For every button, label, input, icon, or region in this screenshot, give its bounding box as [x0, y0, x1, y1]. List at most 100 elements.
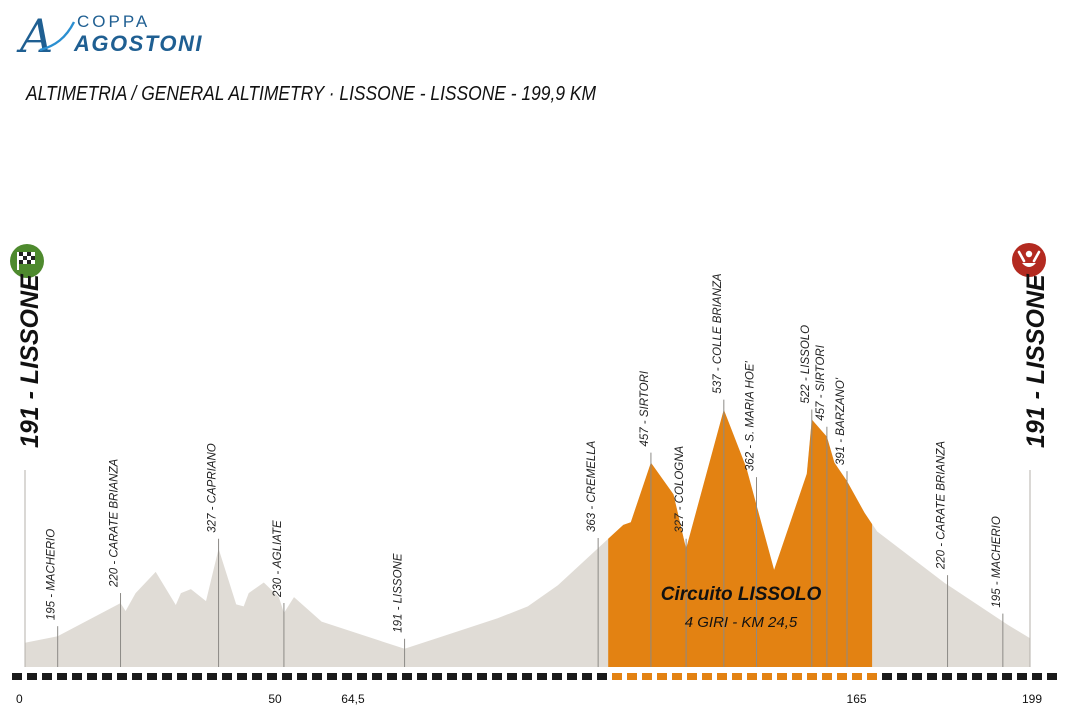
distance-bar-segment — [1002, 673, 1012, 680]
location-label: 457 - SIRTORI — [815, 344, 827, 420]
finish-arms-raised-icon — [1012, 243, 1046, 277]
tick-label: 0 — [16, 692, 23, 706]
distance-bar-segment — [312, 673, 322, 680]
distance-bar-segment — [567, 673, 577, 680]
location-label: 522 - LISSOLO — [800, 325, 812, 404]
tick-label: 64,5 — [341, 692, 365, 706]
distance-bar-segment — [57, 673, 67, 680]
distance-bar-segment — [357, 673, 367, 680]
distance-bar-segment — [147, 673, 157, 680]
distance-bar-segment — [957, 673, 967, 680]
distance-bar-segment — [867, 673, 877, 680]
logo-swoosh — [39, 21, 76, 52]
tick-label: 165 — [847, 692, 867, 706]
logo-mark: A — [16, 9, 53, 63]
location-label: 220 - CARATE BRIANZA — [936, 441, 948, 571]
distance-bar-segment — [537, 673, 547, 680]
distance-bar-segment — [927, 673, 937, 680]
distance-bar-segment — [1032, 673, 1042, 680]
distance-bar-segment — [672, 673, 682, 680]
distance-bar-segment — [417, 673, 427, 680]
distance-bar-segment — [222, 673, 232, 680]
distance-bar-segment — [837, 673, 847, 680]
distance-bar-segment — [492, 673, 502, 680]
location-label: 327 - COLOGNA — [674, 445, 686, 532]
distance-bar-segment — [747, 673, 757, 680]
location-label: 391 - BARZANO' — [835, 377, 847, 465]
distance-bar-segment — [117, 673, 127, 680]
distance-bar-segment — [207, 673, 217, 680]
distance-bar-segment — [792, 673, 802, 680]
distance-bar-segment — [552, 673, 562, 680]
distance-bar-segment — [612, 673, 622, 680]
distance-bar-segment — [297, 673, 307, 680]
distance-bar-segment — [942, 673, 952, 680]
distance-bar-segment — [507, 673, 517, 680]
location-label: 363 - CREMELLA — [586, 440, 598, 532]
distance-bar-segment — [597, 673, 607, 680]
page-title: ALTIMETRIA / GENERAL ALTIMETRY · LISSONE… — [25, 83, 596, 105]
distance-bar-segment — [477, 673, 487, 680]
distance-bar-segment — [702, 673, 712, 680]
location-label: 195 - MACHERIO — [46, 529, 58, 620]
distance-bar-segment — [462, 673, 472, 680]
circuit-laps: 4 GIRI - KM 24,5 — [685, 614, 798, 631]
tick-label: 50 — [268, 692, 282, 706]
distance-bar-segment — [192, 673, 202, 680]
start-marker: 191 - LISSONE — [10, 244, 44, 448]
distance-bar-segment — [42, 673, 52, 680]
distance-bar-segment — [342, 673, 352, 680]
distance-bar-segment — [777, 673, 787, 680]
distance-bar-segment — [237, 673, 247, 680]
distance-bar-segment — [252, 673, 262, 680]
distance-bar-segment — [852, 673, 862, 680]
tick-label: 199 — [1022, 692, 1042, 706]
location-label: 362 - S. MARIA HOE' — [745, 361, 757, 472]
distance-bar-segment — [402, 673, 412, 680]
circuit-area — [608, 409, 873, 667]
start-label: 191 - LISSONE — [16, 273, 44, 448]
distance-bar-segment — [972, 673, 982, 680]
distance-bar-segment — [987, 673, 997, 680]
location-label: 195 - MACHERIO — [991, 516, 1003, 607]
distance-bar-segment — [282, 673, 292, 680]
terrain-area — [25, 409, 1030, 667]
distance-bar-segment — [732, 673, 742, 680]
distance-bar-segment — [177, 673, 187, 680]
distance-bar-segment — [1017, 673, 1027, 680]
location-label: 457 - SIRTORI — [639, 370, 651, 446]
distance-bar-segment — [522, 673, 532, 680]
circuit-name: Circuito LISSOLO — [661, 584, 822, 605]
distance-bar-segment — [822, 673, 832, 680]
distance-bar-segment — [627, 673, 637, 680]
distance-bar-segment — [1047, 673, 1057, 680]
distance-bar-segment — [642, 673, 652, 680]
distance-bar-segment — [87, 673, 97, 680]
distance-bar — [10, 673, 1057, 680]
distance-bar-segment — [432, 673, 442, 680]
finish-marker: 191 - LISSONE — [1012, 243, 1050, 448]
distance-bar-segment — [762, 673, 772, 680]
distance-bar-segment — [132, 673, 142, 680]
distance-bar-segment — [912, 673, 922, 680]
terrain-layer — [25, 409, 1030, 667]
distance-bar-segment — [387, 673, 397, 680]
distance-bar-segment — [717, 673, 727, 680]
distance-bar-segment — [447, 673, 457, 680]
coppa-agostoni-logo: A COPPA AGOSTONI — [16, 9, 203, 63]
distance-bar-segment — [12, 673, 22, 680]
logo-line2: AGOSTONI — [73, 31, 203, 56]
location-label: 191 - LISSONE — [393, 553, 405, 633]
distance-bar-segment — [102, 673, 112, 680]
location-labels-layer: 195 - MACHERIO 220 - CARATE BRIANZA 327 - … — [46, 273, 1003, 633]
distance-bar-segment — [687, 673, 697, 680]
distance-bar-track — [10, 673, 1056, 680]
location-label: 327 - CAPRIANO — [207, 443, 219, 533]
location-label: 220 - CARATE BRIANZA — [109, 458, 121, 588]
distance-bar-segment — [267, 673, 277, 680]
distance-bar-segment — [72, 673, 82, 680]
distance-bar-segment — [582, 673, 592, 680]
distance-bar-segment — [657, 673, 667, 680]
distance-ticks: 0 50 64,5 165 199 — [16, 692, 1042, 706]
